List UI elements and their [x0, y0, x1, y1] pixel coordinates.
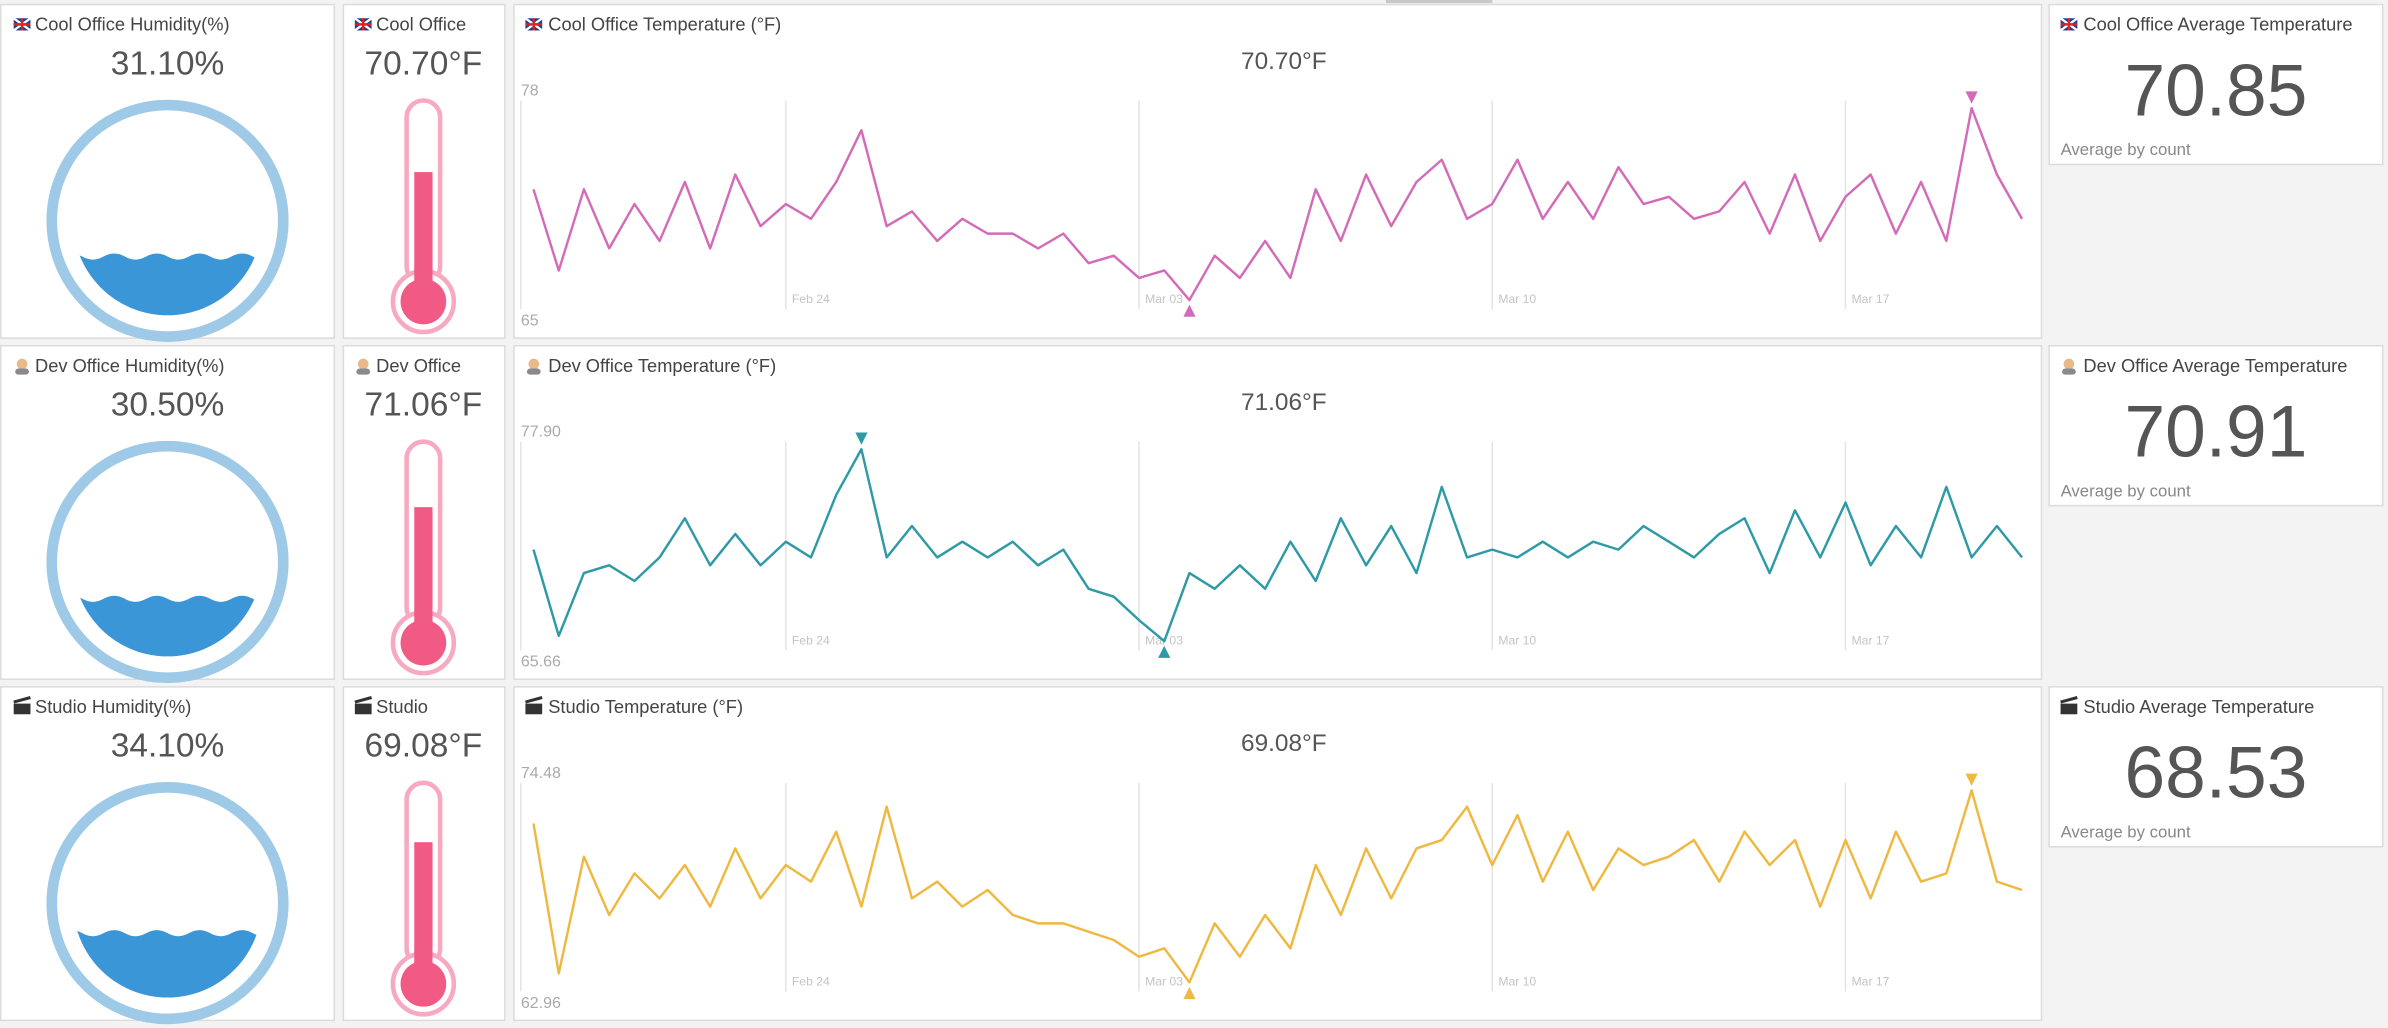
chart-title: Cool Office Temperature (°F) — [548, 14, 781, 35]
panel-title: Dev Office — [376, 355, 461, 376]
clapper-icon — [354, 703, 372, 715]
humidity-value: 31.10% — [111, 45, 225, 82]
y-tick-label: 78 — [521, 83, 539, 100]
chart-subtitle: 69.08°F — [1241, 730, 1327, 757]
chart-subtitle: 70.70°F — [1241, 48, 1327, 75]
average-panel — [2048, 344, 2384, 507]
x-tick-label: Mar 03 — [1145, 975, 1183, 989]
y-tick-label: 62.96 — [521, 995, 561, 1012]
gauge-ring — [46, 99, 289, 342]
flag-icon-cross — [525, 18, 543, 31]
average-note: Average by count — [2061, 140, 2191, 159]
chart-panel — [513, 686, 2043, 1022]
gauge-ring — [46, 782, 289, 1025]
panel-title: Studio Average Temperature — [2083, 696, 2314, 717]
thermo-bulb-fill — [400, 619, 447, 666]
thermo-value: 71.06°F — [365, 386, 483, 423]
thermo-value: 70.70°F — [365, 45, 483, 82]
clapper-icon — [13, 703, 31, 715]
thermo-fill — [414, 842, 433, 984]
person-icon — [16, 358, 28, 370]
panel-title: Dev Office Average Temperature — [2083, 355, 2347, 376]
clapper-icon — [525, 703, 543, 715]
x-tick-label: Mar 10 — [1498, 975, 1536, 989]
person-icon-body — [2062, 368, 2076, 375]
x-tick-label: Mar 17 — [1852, 975, 1890, 989]
panel-title: Dev Office Humidity(%) — [35, 355, 224, 376]
person-icon-body — [15, 368, 29, 375]
x-tick-label: Feb 24 — [792, 975, 830, 989]
max-marker — [855, 432, 868, 445]
thermo-fill — [414, 507, 433, 643]
x-tick-label: Mar 10 — [1498, 292, 1536, 306]
flag-icon-cross — [354, 18, 372, 31]
x-tick-label: Mar 10 — [1498, 633, 1536, 647]
average-panel — [2048, 686, 2384, 848]
temperature-line — [532, 789, 2023, 984]
panel-title: Studio — [376, 696, 428, 717]
chart-title: Dev Office Temperature (°F) — [548, 355, 776, 376]
chart-subtitle: 71.06°F — [1241, 389, 1327, 416]
average-note: Average by count — [2061, 822, 2191, 841]
panel-title: Cool Office Humidity(%) — [35, 14, 230, 35]
y-tick-label: 77.90 — [521, 424, 561, 441]
person-icon — [357, 358, 369, 370]
clapper-icon-top — [13, 696, 31, 704]
y-tick-label: 74.48 — [521, 765, 561, 782]
person-icon-body — [356, 368, 371, 375]
x-tick-label: Feb 24 — [792, 292, 830, 306]
flag-icon-cross — [2060, 18, 2078, 31]
x-tick-label: Mar 03 — [1145, 292, 1183, 306]
thermo-value: 69.08°F — [365, 728, 483, 765]
chart-panel — [513, 344, 2043, 681]
panel-title: Cool Office Average Temperature — [2083, 14, 2352, 35]
clapper-icon-top — [2060, 696, 2078, 704]
x-tick-label: Feb 24 — [792, 633, 830, 647]
average-note: Average by count — [2061, 481, 2191, 500]
average-value: 70.91 — [2124, 391, 2307, 472]
chart-title: Studio Temperature (°F) — [548, 696, 743, 717]
x-tick-label: Mar 17 — [1852, 633, 1890, 647]
max-marker — [1965, 91, 1978, 104]
gauge-ring — [46, 440, 289, 684]
top-tab — [1385, 0, 1493, 4]
max-marker — [1965, 773, 1978, 786]
x-tick-label: Mar 17 — [1852, 292, 1890, 306]
panel-title: Studio Humidity(%) — [35, 696, 191, 717]
thermo-fill — [414, 172, 433, 302]
temperature-line — [532, 448, 2023, 643]
y-tick-label: 65 — [521, 313, 539, 330]
person-icon-body — [526, 368, 541, 375]
chart-panel — [513, 3, 2043, 339]
panel-title: Cool Office — [376, 14, 466, 35]
thermo-bulb-fill — [400, 278, 447, 325]
min-marker — [1183, 304, 1196, 317]
thermo-bulb-fill — [400, 960, 447, 1007]
person-icon — [2063, 358, 2075, 370]
min-marker — [1183, 986, 1196, 1000]
temperature-line — [532, 106, 2024, 302]
clapper-icon-top — [354, 696, 373, 704]
average-panel — [2048, 3, 2384, 166]
average-value: 70.85 — [2124, 50, 2307, 131]
person-icon — [528, 358, 540, 370]
clapper-icon-top — [525, 696, 543, 704]
humidity-value: 34.10% — [111, 728, 225, 765]
y-tick-label: 65.66 — [521, 654, 561, 671]
clapper-icon — [2060, 703, 2078, 715]
min-marker — [1158, 645, 1171, 658]
humidity-value: 30.50% — [111, 386, 225, 423]
flag-icon-cross — [13, 18, 31, 31]
average-value: 68.53 — [2124, 733, 2307, 814]
